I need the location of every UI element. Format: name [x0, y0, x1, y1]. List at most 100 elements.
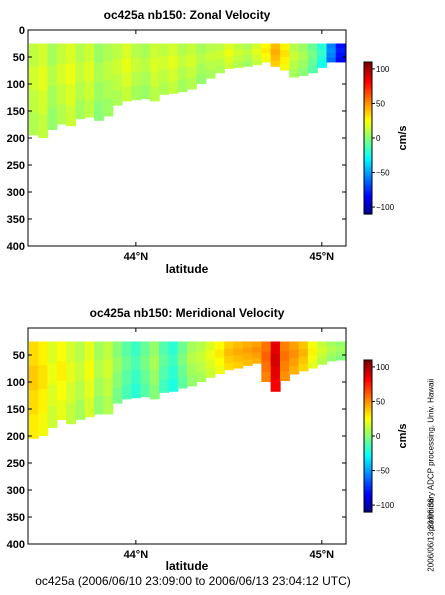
- data-column: [205, 341, 216, 378]
- velocity-cell-variation: [56, 63, 67, 84]
- colorbar-segment: [364, 423, 372, 427]
- colorbar-segment: [364, 140, 372, 144]
- y-tick-label: 400: [7, 241, 25, 253]
- colorbar-tick-label: 0: [376, 134, 381, 143]
- velocity-cell-variation: [103, 61, 114, 80]
- colorbar-segment: [364, 489, 372, 493]
- velocity-cell-variation: [103, 396, 114, 415]
- data-column: [66, 341, 77, 425]
- colorbar-segment: [364, 72, 372, 76]
- velocity-cell-variation: [214, 50, 225, 59]
- y-tick-label: 300: [7, 187, 25, 199]
- velocity-cell-variation: [149, 355, 160, 371]
- colorbar-segment: [364, 170, 372, 175]
- colorbar-segment: [364, 367, 372, 371]
- data-column: [159, 43, 170, 95]
- velocity-cell: [261, 43, 272, 63]
- data-column: [214, 341, 225, 374]
- velocity-cell-variation: [261, 57, 272, 63]
- colorbar-segment: [364, 165, 372, 169]
- velocity-cell-variation: [168, 354, 179, 367]
- colorbar-segment: [364, 107, 372, 111]
- colorbar-segment: [364, 403, 372, 407]
- velocity-cell: [28, 43, 39, 136]
- velocity-cell-variation: [75, 400, 86, 420]
- colorbar-segment: [364, 132, 372, 137]
- velocity-cell-variation: [75, 62, 86, 82]
- velocity-cell-variation: [47, 363, 58, 385]
- velocity-cell-variation: [307, 348, 318, 355]
- data-column: [279, 341, 290, 381]
- y-tick-label: 250: [7, 160, 25, 172]
- velocity-cell-variation: [121, 355, 132, 371]
- velocity-cell: [298, 341, 309, 372]
- data-column: [187, 43, 197, 90]
- colorbar-segment: [364, 428, 372, 432]
- colorbar-segment: [364, 496, 372, 500]
- velocity-cell-variation: [168, 56, 179, 69]
- velocity-cell: [252, 341, 262, 364]
- colorbar-segment: [364, 458, 372, 462]
- colorbar-segment: [364, 468, 372, 473]
- velocity-cell-variation: [326, 356, 337, 362]
- data-column: [233, 341, 244, 369]
- velocity-cell: [335, 43, 346, 63]
- colorbar-segment: [364, 362, 372, 366]
- velocity-cell-variation: [84, 61, 95, 81]
- velocity-cell-variation: [214, 349, 225, 358]
- data-column: [56, 43, 67, 125]
- colorbar-segment: [364, 484, 372, 488]
- data-column: [66, 43, 77, 127]
- velocity-cell-variation: [326, 48, 337, 53]
- velocity-cell-variation: [242, 60, 253, 67]
- colorbar-segment: [364, 122, 372, 126]
- velocity-cell-variation: [140, 383, 151, 398]
- data-column: [149, 43, 160, 102]
- colorbar-segment: [364, 127, 372, 131]
- colorbar-segment: [364, 74, 372, 78]
- velocity-cell: [214, 341, 225, 374]
- velocity-cell: [326, 341, 337, 362]
- data-column: [94, 341, 104, 415]
- colorbar-segment: [364, 466, 372, 470]
- velocity-cell-variation: [47, 406, 58, 428]
- colorbar-segment: [364, 375, 372, 379]
- velocity-cell: [131, 341, 142, 399]
- velocity-cell-variation: [298, 363, 309, 372]
- colorbar-tick-label: −50: [376, 169, 390, 178]
- velocity-cell-variation: [205, 52, 216, 62]
- data-column: [298, 341, 309, 372]
- velocity-cell-variation: [121, 86, 132, 102]
- colorbar-segment: [364, 82, 372, 86]
- data-column: [28, 341, 39, 439]
- velocity-cell-variation: [131, 355, 142, 370]
- colorbar-label: cm/s: [397, 423, 409, 448]
- colorbar-segment: [364, 506, 372, 511]
- colorbar-segment: [364, 206, 372, 210]
- colorbar-segment: [364, 491, 372, 495]
- velocity-cell-variation: [279, 351, 290, 362]
- data-column: [112, 43, 123, 106]
- data-column: [326, 341, 337, 362]
- velocity-cell-variation: [289, 69, 300, 78]
- data-column: [326, 43, 337, 63]
- colorbar-segment: [364, 461, 372, 465]
- colorbar-segment: [364, 201, 372, 205]
- data-column: [335, 43, 346, 63]
- colorbar-segment: [364, 451, 372, 455]
- colorbar-segment: [364, 443, 372, 447]
- colorbar-segment: [364, 211, 372, 215]
- velocity-cell-variation: [131, 57, 142, 72]
- colorbar-segment: [364, 158, 372, 162]
- velocity-cell-variation: [317, 347, 328, 354]
- velocity-cell-variation: [261, 351, 272, 362]
- timestamp-text: 2006/06/13 23:06:36: [426, 498, 436, 572]
- velocity-cell-variation: [279, 371, 290, 381]
- velocity-cell-variation: [28, 414, 39, 439]
- velocity-cell-variation: [103, 359, 114, 378]
- colorbar-segment: [364, 97, 372, 101]
- colorbar-segment: [364, 188, 372, 192]
- colorbar-segment: [364, 176, 372, 180]
- velocity-cell-variation: [196, 351, 207, 362]
- colorbar-segment: [364, 163, 372, 167]
